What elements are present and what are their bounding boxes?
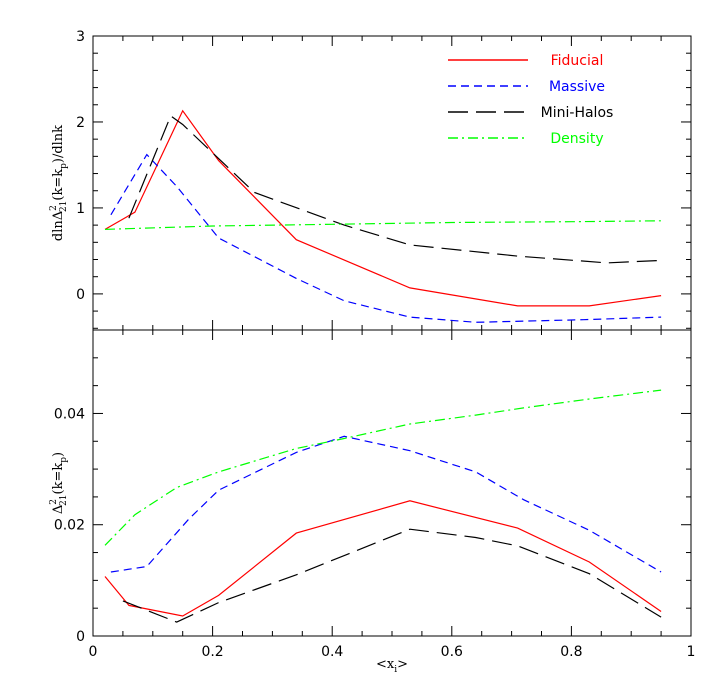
- x-tick-label: 1: [687, 644, 696, 660]
- top-series-massive: [110, 153, 662, 323]
- bottom-panel: 0 0.02 0.04 0 0.2 0.4 0.6 0.8 1 Δ221(k=kp): [49, 329, 696, 660]
- x-axis-title: <xi>: [376, 657, 408, 675]
- bottom-series-mini-halos: [122, 528, 662, 623]
- y-tick-label: 0.02: [54, 518, 85, 534]
- y-tick-label: 0: [76, 287, 85, 303]
- legend-label-massive: Massive: [549, 79, 605, 95]
- y-tick-label: 2: [76, 115, 85, 131]
- x-tick-label: 0.2: [201, 644, 223, 660]
- legend-label-mini-halos: Mini-Halos: [541, 105, 614, 121]
- x-tick-label: 0.6: [441, 644, 463, 660]
- y-tick-label: 0.04: [54, 406, 85, 422]
- x-tick-label: 0.8: [560, 644, 582, 660]
- top-series-fiducial: [104, 109, 662, 307]
- y-tick-label: 1: [76, 201, 85, 217]
- y-tick-label: 0: [76, 629, 85, 645]
- top-series-mini-halos: [128, 114, 662, 264]
- top-series-density: [104, 220, 662, 230]
- top-panel: 0 1 2 3 dlnΔ221(k=kp)/dlnk: [49, 29, 692, 331]
- legend-label-fiducial: Fiducial: [551, 53, 604, 69]
- legend-label-density: Density: [550, 131, 603, 147]
- bottom-series-fiducial: [104, 500, 662, 617]
- legend: Fiducial Massive Mini-Halos Density: [448, 53, 613, 147]
- top-y-axis-title: dlnΔ221(k=kp)/dlnk: [49, 125, 69, 241]
- x-tick-label: 0.4: [321, 644, 343, 660]
- bottom-plot-frame: [92, 329, 692, 637]
- bottom-series-density: [104, 389, 662, 546]
- bottom-series-massive: [110, 435, 662, 573]
- bottom-y-axis-title: Δ221(k=kp): [49, 452, 69, 514]
- x-tick-label: 0: [89, 644, 98, 660]
- y-tick-label: 3: [76, 29, 85, 45]
